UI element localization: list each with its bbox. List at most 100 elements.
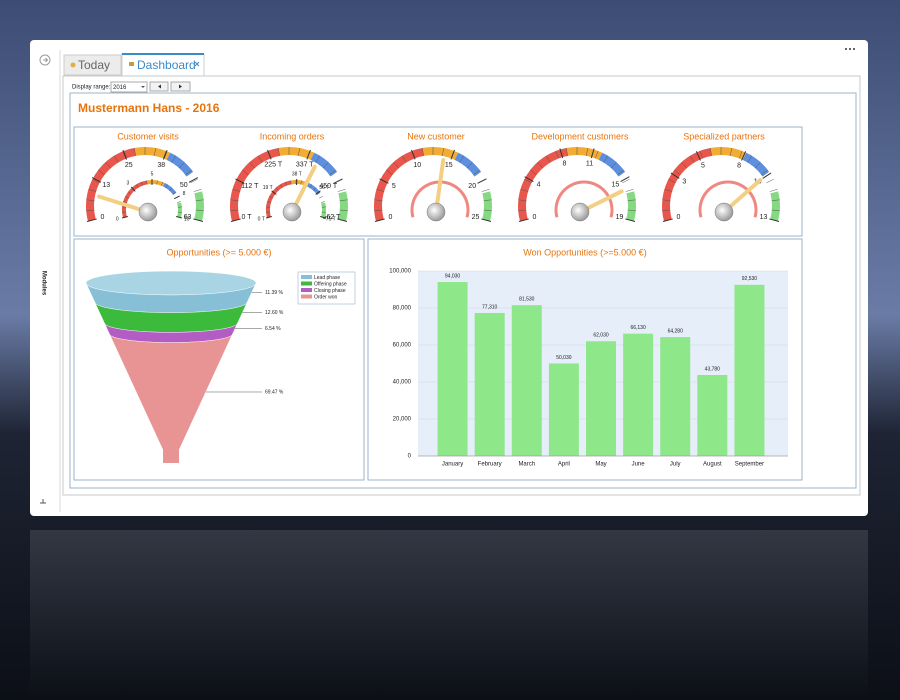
- dial-tick-label: 5: [701, 163, 705, 170]
- dial-minor-tick: [113, 155, 119, 163]
- bar-value-label: 77,310: [482, 304, 498, 310]
- dial-minor-tick: [603, 155, 609, 163]
- dial-minor-tick: [171, 155, 177, 163]
- dial-minor-tick: [278, 147, 280, 156]
- y-tick-label: 60,000: [393, 343, 412, 349]
- menu-dots[interactable]: [845, 48, 855, 50]
- dial-band: [321, 202, 326, 218]
- dial-minor-tick: [123, 201, 128, 203]
- dial-tick: [130, 186, 136, 192]
- dial-minor-tick: [627, 199, 636, 201]
- year-select-value[interactable]: 2016: [113, 85, 127, 91]
- y-tick-label: 100,000: [389, 269, 411, 275]
- dial-tick: [162, 150, 168, 160]
- dial-minor-tick: [393, 161, 400, 169]
- bar-value-label: 64,280: [668, 328, 684, 334]
- bar: [474, 312, 505, 456]
- bar: [548, 363, 579, 456]
- dial-tick: [337, 218, 348, 223]
- dial-tick-label: 0 T: [258, 217, 265, 223]
- dial-tick: [188, 177, 199, 183]
- bar: [586, 341, 616, 456]
- dial-minor-tick: [193, 189, 202, 192]
- gauge-knob: [138, 202, 158, 222]
- x-tick-label: March: [518, 462, 535, 468]
- sidebar-label[interactable]: Modules: [40, 271, 46, 296]
- dial-tick-label: 63: [184, 214, 192, 221]
- bar: [511, 305, 542, 456]
- x-tick-label: September: [735, 462, 764, 468]
- dial-minor-tick: [185, 169, 192, 176]
- legend-label: Closing phase: [314, 288, 346, 294]
- dial-tick: [230, 218, 241, 223]
- dial-minor-tick: [662, 199, 671, 201]
- dial-tick: [306, 149, 311, 160]
- dial-tick: [477, 178, 487, 184]
- funnel-value-label: 12.60 %: [265, 310, 284, 316]
- dial-minor-tick: [285, 181, 287, 186]
- dial-minor-tick: [769, 189, 778, 192]
- dial-minor-tick: [622, 178, 630, 184]
- dial-tick-label: 56 T: [319, 185, 329, 191]
- dial-tick: [450, 149, 455, 160]
- dial-minor-tick: [739, 150, 743, 159]
- tab-label[interactable]: Today: [78, 58, 110, 72]
- dial-minor-tick: [459, 155, 465, 163]
- year-select[interactable]: [110, 81, 148, 93]
- bar: [660, 337, 691, 456]
- dial-minor-tick: [662, 209, 671, 211]
- dial-tick: [176, 215, 183, 219]
- dial-minor-tick: [156, 180, 158, 185]
- dial-tick: [315, 190, 321, 195]
- dial-minor-tick: [530, 169, 537, 176]
- select-caret: [141, 86, 145, 88]
- bar: [437, 282, 468, 456]
- dial-minor-tick: [710, 147, 712, 156]
- x-tick-label: January: [442, 462, 463, 468]
- dial-band: [626, 191, 636, 222]
- dial-tick-label: 10: [413, 162, 421, 169]
- dial-tick-label: 25: [472, 214, 480, 221]
- dial-minor-tick: [481, 189, 490, 192]
- dial-minor-tick: [518, 199, 527, 201]
- legend-swatch: [301, 294, 312, 299]
- dial-minor-tick: [105, 161, 112, 169]
- dial-band: [134, 147, 171, 160]
- dial-minor-tick: [747, 155, 753, 163]
- expand-button[interactable]: [39, 54, 51, 66]
- dial-minor-tick: [269, 196, 273, 199]
- dial-minor-tick: [92, 178, 100, 184]
- dial-tick: [590, 148, 595, 159]
- dial-minor-tick: [315, 155, 321, 163]
- sidebar-icon[interactable]: [40, 499, 46, 504]
- tab-close[interactable]: [194, 61, 200, 67]
- dial-tick-label: 10: [184, 217, 190, 223]
- dial-minor-tick: [98, 169, 105, 176]
- dial-band: [278, 147, 315, 160]
- dial-minor-tick: [771, 209, 780, 211]
- dial-tick: [320, 215, 327, 219]
- dial-minor-tick: [230, 199, 239, 201]
- next-icon: [179, 84, 182, 89]
- y-tick-label: 40,000: [393, 380, 412, 386]
- dial-band: [374, 147, 424, 222]
- dial-minor-tick: [242, 169, 249, 176]
- dial-tick-label: 20: [468, 183, 476, 190]
- dial-minor-tick: [190, 178, 198, 184]
- tab-label[interactable]: Dashboard: [137, 58, 196, 72]
- dial-tick-label: 75 T: [326, 217, 336, 223]
- dial-band: [566, 147, 603, 160]
- gauge-title: Specialized partners: [683, 131, 765, 141]
- dial-tick: [122, 150, 128, 160]
- dial-minor-tick: [376, 189, 385, 192]
- dial-tick: [559, 148, 564, 159]
- dial-minor-tick: [309, 184, 312, 188]
- dial-minor-tick: [232, 189, 241, 192]
- tab[interactable]: [63, 54, 122, 76]
- display-range-label: Display range:: [72, 85, 111, 91]
- dial-minor-tick: [141, 181, 143, 186]
- dial-band: [194, 191, 204, 222]
- dial-minor-tick: [169, 187, 173, 191]
- bar-value-label: 81,530: [519, 296, 535, 302]
